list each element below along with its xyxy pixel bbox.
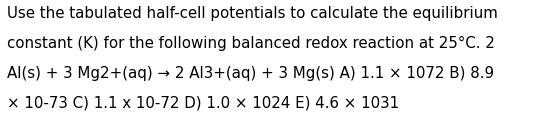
Text: constant (K) for the following balanced redox reaction at 25°C. 2: constant (K) for the following balanced … xyxy=(7,36,494,51)
Text: × 10-73 C) 1.1 x 10-72 D) 1.0 × 1024 E) 4.6 × 1031: × 10-73 C) 1.1 x 10-72 D) 1.0 × 1024 E) … xyxy=(7,95,399,110)
Text: Al(s) + 3 Mg2+(aq) → 2 Al3+(aq) + 3 Mg(s) A) 1.1 × 1072 B) 8.9: Al(s) + 3 Mg2+(aq) → 2 Al3+(aq) + 3 Mg(s… xyxy=(7,66,494,81)
Text: Use the tabulated half-cell potentials to calculate the equilibrium: Use the tabulated half-cell potentials t… xyxy=(7,6,498,21)
